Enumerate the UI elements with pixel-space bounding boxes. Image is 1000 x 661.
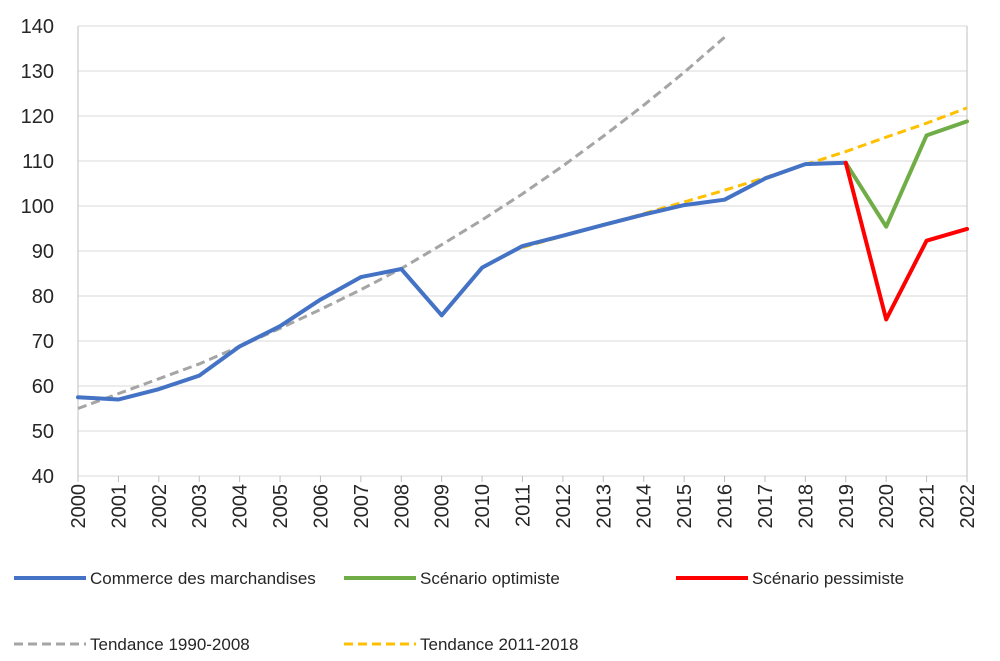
gridlines	[77, 25, 968, 477]
x-tick-label: 2001	[108, 484, 130, 529]
x-tick-label: 2022	[957, 484, 979, 529]
legend-item-scenario-pessimiste: Scénario pessimiste	[676, 569, 904, 588]
series-line-scenario-pessimiste	[843, 160, 969, 322]
series-lines	[76, 36, 969, 410]
x-tick-label: 2007	[351, 484, 373, 529]
series-line-tendance-1990-2008	[77, 36, 726, 410]
x-tick-label: 2009	[432, 484, 454, 529]
legend-item-tendance-1990-2008: Tendance 1990-2008	[14, 635, 250, 654]
x-tick-label: 2016	[715, 484, 737, 529]
y-tick-label: 40	[32, 466, 54, 488]
legend-label: Tendance 2011-2018	[420, 635, 579, 654]
x-axis-tick-labels: 2000 2001 2002 2003 2004 2005 2006 2007 2008 2009…	[68, 476, 979, 529]
y-tick-label: 100	[21, 196, 54, 218]
x-tick-label: 2008	[391, 484, 413, 529]
x-tick-label: 2017	[755, 484, 777, 529]
series-line-commerce-des-marchandises	[76, 160, 848, 402]
series-line-tendance-2011-2018	[522, 106, 968, 249]
y-tick-label: 130	[21, 61, 54, 83]
x-tick-label: 2002	[149, 484, 171, 529]
legend-label: Commerce des marchandises	[90, 569, 316, 588]
x-tick-label: 2004	[230, 484, 252, 529]
x-tick-label: 2003	[189, 484, 211, 529]
legend-label: Scénario pessimiste	[752, 569, 904, 588]
legend-item-scenario-optimiste: Scénario optimiste	[344, 569, 560, 588]
legend: Commerce des marchandises Scénario optimi…	[14, 569, 904, 654]
y-tick-label: 120	[21, 106, 54, 128]
y-tick-label: 50	[32, 421, 54, 443]
y-axis-tick-labels: 40 50 60 70 80 90 100 110 120 130 140	[21, 16, 54, 488]
x-tick-label: 2010	[472, 484, 494, 529]
y-tick-label: 70	[32, 331, 54, 353]
y-tick-label: 110	[22, 151, 54, 173]
legend-label: Scénario optimiste	[420, 569, 560, 588]
x-tick-label: 2014	[634, 484, 656, 529]
x-tick-label: 2015	[674, 484, 696, 529]
x-tick-label: 2020	[876, 484, 898, 529]
x-tick-label: 2000	[68, 484, 90, 529]
series-line-scenario-optimiste	[843, 119, 969, 229]
x-tick-label: 2021	[917, 484, 939, 529]
legend-label: Tendance 1990-2008	[90, 635, 250, 654]
x-tick-label: 2011	[513, 484, 535, 527]
y-tick-label: 90	[32, 241, 54, 263]
legend-item-commerce-des-marchandises: Commerce des marchandises	[14, 569, 316, 588]
y-tick-label: 80	[32, 286, 54, 308]
x-tick-label: 2012	[553, 484, 575, 529]
x-tick-label: 2018	[795, 484, 817, 529]
x-tick-label: 2019	[836, 484, 858, 529]
x-tick-label: 2013	[593, 484, 615, 529]
legend-item-tendance-2011-2018: Tendance 2011-2018	[344, 635, 579, 654]
y-tick-label: 60	[32, 376, 54, 398]
x-tick-label: 2006	[310, 484, 332, 529]
y-tick-label: 140	[21, 16, 54, 38]
x-tick-label: 2005	[270, 484, 292, 529]
